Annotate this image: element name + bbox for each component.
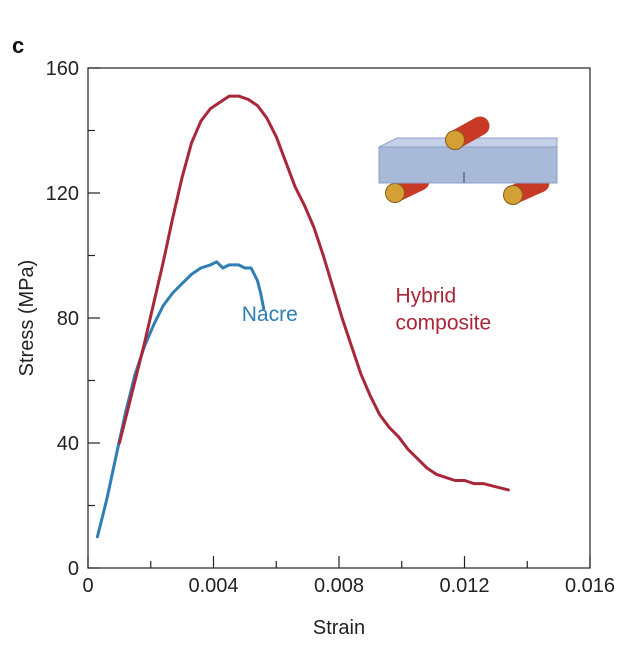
data-point-nacre: [259, 291, 262, 295]
data-point-nacre: [256, 279, 259, 282]
data-point-nacre: [209, 263, 212, 267]
data-point-nacre: [243, 266, 247, 270]
data-point-hybrid-composite: [472, 482, 476, 485]
data-point-hybrid-composite: [378, 413, 381, 417]
y-tick-label: 0: [68, 558, 79, 580]
data-point-hybrid-composite: [180, 176, 184, 179]
data-point-hybrid-composite: [453, 479, 457, 482]
x-axis-label: Strain: [313, 617, 365, 639]
series-label-nacre: Nacre: [242, 303, 298, 326]
beam-front-face: [378, 146, 558, 184]
data-point-hybrid-composite: [190, 141, 193, 145]
data-point-nacre: [237, 263, 240, 267]
y-tick-label: 80: [57, 308, 79, 330]
y-axis-ticks: 0 40 80 120 160: [46, 58, 100, 580]
data-point-hybrid-composite: [416, 457, 419, 460]
data-point-hybrid-composite: [388, 426, 391, 429]
data-point-hybrid-composite: [482, 482, 485, 485]
data-point-nacre: [199, 266, 203, 270]
data-point-hybrid-composite: [237, 94, 240, 98]
data-point-hybrid-composite: [406, 448, 410, 451]
data-point-hybrid-composite: [246, 98, 250, 101]
data-point-hybrid-composite: [312, 226, 316, 229]
x-tick-label: 0.012: [439, 575, 489, 597]
data-point-hybrid-composite: [171, 216, 174, 220]
series-line-hybrid-composite: [117, 94, 510, 492]
data-point-nacre: [190, 273, 193, 276]
data-point-hybrid-composite: [331, 285, 334, 288]
data-point-hybrid-composite: [425, 466, 429, 470]
data-point-nacre: [105, 498, 109, 501]
data-point-nacre: [215, 260, 218, 263]
x-tick-label: 0: [82, 575, 93, 597]
panel-label: c: [12, 33, 24, 58]
bottom-right-roller: [503, 173, 550, 205]
data-point-nacre: [221, 266, 225, 270]
data-point-nacre: [162, 304, 165, 307]
data-point-hybrid-composite: [199, 119, 203, 123]
series-layer: Nacre Hybrid composite: [95, 94, 510, 539]
data-point-hybrid-composite: [322, 254, 325, 257]
data-point-hybrid-composite: [397, 435, 400, 438]
data-point-nacre: [228, 263, 231, 267]
data-point-hybrid-composite: [369, 394, 372, 398]
data-point-hybrid-composite: [124, 416, 127, 420]
bottom-left-roller: [385, 171, 430, 203]
data-point-nacre: [171, 291, 174, 295]
data-point-hybrid-composite: [228, 94, 231, 98]
data-point-hybrid-composite: [133, 379, 137, 382]
data-point-nacre: [249, 266, 253, 270]
data-point-hybrid-composite: [507, 488, 510, 492]
data-point-hybrid-composite: [218, 101, 221, 104]
series-label-hybrid-composite: Hybrid composite: [395, 284, 491, 334]
series-line-nacre: [95, 260, 266, 539]
x-axis-ticks: 0 0.004 0.008 0.012 0.016: [82, 556, 615, 597]
x-tick-label: 0.016: [565, 575, 615, 597]
three-point-bend-test-icon: [378, 116, 558, 205]
top-load-roller: [445, 116, 490, 150]
data-point-hybrid-composite: [118, 441, 121, 445]
x-tick-label: 0.008: [314, 575, 364, 597]
y-axis-label: Stress (MPa): [16, 260, 38, 377]
data-point-hybrid-composite: [340, 316, 344, 320]
data-point-hybrid-composite: [359, 373, 363, 376]
data-point-hybrid-composite: [463, 479, 466, 482]
data-point-nacre: [96, 535, 99, 538]
data-point-hybrid-composite: [275, 135, 278, 138]
data-point-nacre: [115, 454, 118, 457]
data-point-nacre: [180, 282, 184, 285]
x-tick-label: 0.004: [188, 575, 238, 597]
data-point-hybrid-composite: [209, 107, 212, 110]
data-point-hybrid-composite: [152, 301, 156, 304]
data-point-nacre: [152, 323, 156, 326]
data-point-nacre: [262, 307, 265, 310]
data-point-hybrid-composite: [162, 260, 165, 263]
data-point-hybrid-composite: [303, 204, 306, 207]
data-point-hybrid-composite: [256, 104, 259, 107]
data-point-hybrid-composite: [284, 160, 287, 163]
y-tick-label: 160: [46, 58, 79, 80]
data-point-hybrid-composite: [293, 185, 297, 188]
data-point-hybrid-composite: [350, 344, 353, 348]
data-point-hybrid-composite: [265, 116, 268, 120]
data-point-hybrid-composite: [494, 485, 498, 488]
y-tick-label: 120: [46, 183, 79, 205]
data-point-hybrid-composite: [143, 341, 146, 345]
data-point-hybrid-composite: [435, 473, 438, 476]
y-tick-label: 40: [57, 433, 79, 455]
data-point-hybrid-composite: [444, 476, 447, 479]
